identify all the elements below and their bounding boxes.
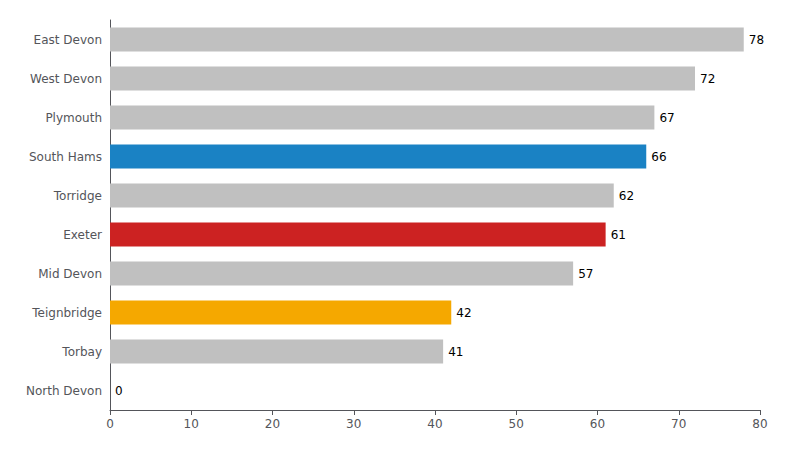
svg-text:20: 20 [265,417,280,431]
svg-text:72: 72 [700,72,715,86]
svg-text:30: 30 [346,417,361,431]
svg-text:42: 42 [456,306,471,320]
svg-text:South Hams: South Hams [29,150,102,164]
svg-text:10: 10 [184,417,199,431]
svg-text:61: 61 [611,228,626,242]
svg-text:Mid Devon: Mid Devon [38,267,102,281]
svg-text:West Devon: West Devon [30,72,102,86]
svg-text:62: 62 [619,189,634,203]
svg-text:East Devon: East Devon [34,33,102,47]
svg-text:70: 70 [671,417,686,431]
svg-text:50: 50 [509,417,524,431]
svg-text:Plymouth: Plymouth [45,111,102,125]
svg-text:57: 57 [578,267,593,281]
svg-text:67: 67 [659,111,674,125]
svg-text:0: 0 [106,417,114,431]
svg-text:41: 41 [448,345,463,359]
svg-text:North Devon: North Devon [26,384,102,398]
svg-text:60: 60 [590,417,605,431]
svg-text:Torbay: Torbay [61,345,102,359]
svg-text:Teignbridge: Teignbridge [31,306,102,320]
svg-text:78: 78 [749,33,764,47]
svg-text:66: 66 [651,150,666,164]
svg-text:Torridge: Torridge [53,189,102,203]
svg-text:0: 0 [115,384,123,398]
svg-text:40: 40 [427,417,442,431]
svg-text:80: 80 [752,417,767,431]
svg-text:Exeter: Exeter [63,228,102,242]
